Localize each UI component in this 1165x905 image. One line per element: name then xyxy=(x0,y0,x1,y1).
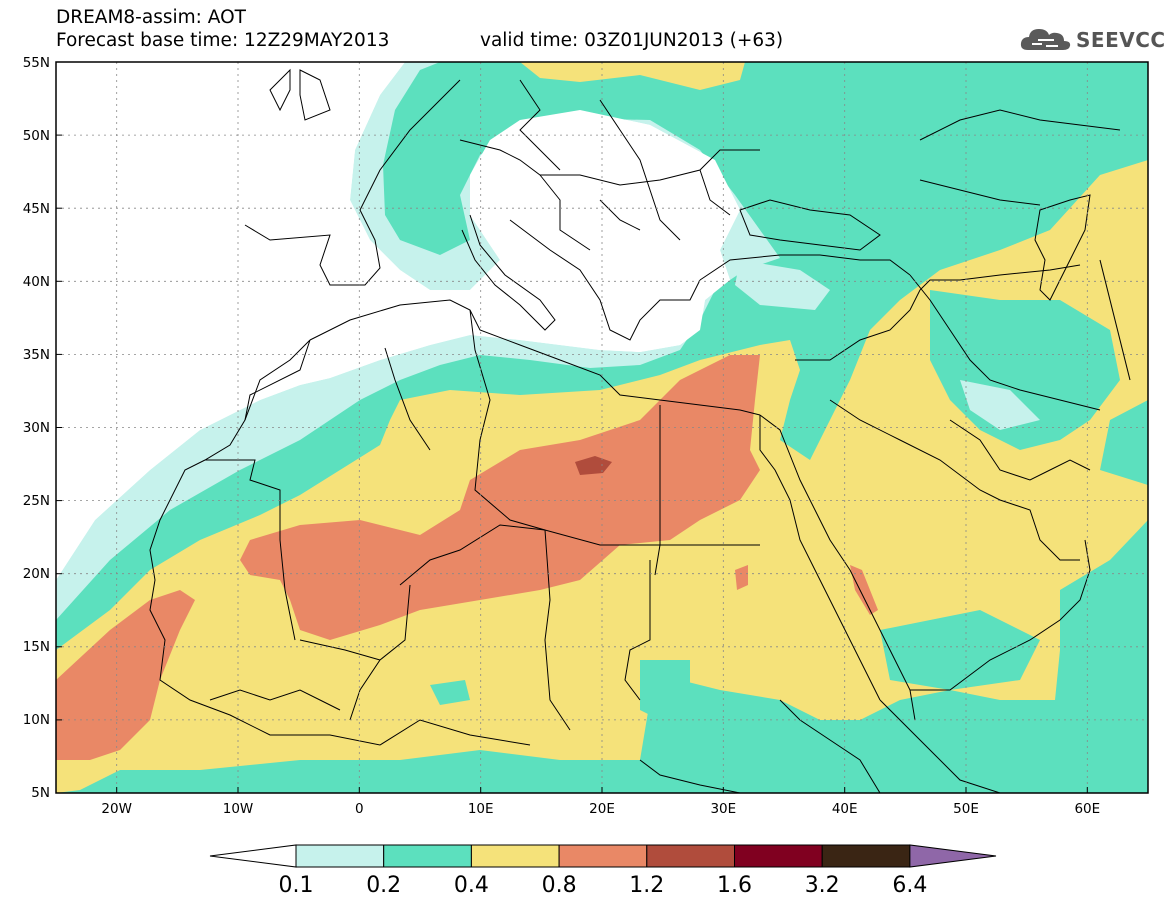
colorbar-label: 0.4 xyxy=(454,873,489,898)
colorbar-swatch-5 xyxy=(734,844,823,868)
seevccc-logo: SEEVCCC xyxy=(1018,24,1165,54)
colorbar-swatch-6 xyxy=(821,844,911,868)
colorbar-label: 1.6 xyxy=(717,873,752,898)
lon-label: 50E xyxy=(953,801,979,817)
lon-label: 30E xyxy=(710,801,736,817)
lon-label: 0 xyxy=(355,801,364,817)
map-title: DREAM8-assim: AOT xyxy=(56,7,246,28)
axis-ticks xyxy=(56,61,1088,794)
colorbar-label: 6.4 xyxy=(892,873,927,898)
logo-text: SEEVCCC xyxy=(1076,28,1165,52)
colorbar-label: 3.2 xyxy=(805,873,840,898)
lat-label: 15N xyxy=(23,639,50,655)
lat-label: 50N xyxy=(23,128,50,144)
colorbar-label: 1.2 xyxy=(629,873,664,898)
aot-band-1.2 xyxy=(575,456,612,475)
aot-band-0.8 xyxy=(240,355,760,640)
colorbar-labels: 0.1 0.2 0.4 0.8 1.2 1.6 3.2 6.4 xyxy=(279,873,928,898)
lon-label: 20E xyxy=(589,801,615,817)
lat-label: 30N xyxy=(23,420,50,436)
lon-label: 20W xyxy=(101,801,132,817)
lon-labels: 20W 10W 0 10E 20E 30E 40E 50E 60E xyxy=(101,801,1100,817)
lat-label: 5N xyxy=(31,785,50,801)
lat-label: 10N xyxy=(23,712,50,728)
country-borders xyxy=(149,68,1131,793)
colorbar-swatch-3 xyxy=(558,844,648,868)
cloud-icon xyxy=(1020,29,1071,50)
colorbar xyxy=(209,844,997,868)
lat-label: 40N xyxy=(23,274,50,290)
lat-label: 35N xyxy=(23,347,50,363)
lat-label: 45N xyxy=(23,201,50,217)
lat-labels: 55N 50N 45N 40N 35N 30N 25N 20N 15N 10N … xyxy=(23,55,50,801)
colorbar-over-triangle xyxy=(909,844,997,868)
valid-time: valid time: 03Z01JUN2013 (+63) xyxy=(480,30,784,51)
lon-label: 60E xyxy=(1074,801,1100,817)
colorbar-under-triangle xyxy=(209,844,297,868)
colorbar-swatch-4 xyxy=(646,844,735,868)
colorbar-label: 0.1 xyxy=(279,873,314,898)
lat-label: 20N xyxy=(23,566,50,582)
colorbar-label: 0.8 xyxy=(542,873,577,898)
forecast-base-time: Forecast base time: 12Z29MAY2013 xyxy=(56,30,390,51)
colorbar-swatch-1 xyxy=(383,844,472,868)
lon-label: 40E xyxy=(832,801,858,817)
lon-label: 10W xyxy=(223,801,254,817)
colorbar-swatch-2 xyxy=(470,844,560,868)
colorbar-swatch-0 xyxy=(295,844,385,868)
map-grid xyxy=(56,62,1148,793)
lat-label: 25N xyxy=(23,493,50,509)
lat-label: 55N xyxy=(23,55,50,71)
lon-label: 10E xyxy=(468,801,494,817)
aot-clear-area xyxy=(56,62,740,580)
colorbar-label: 0.2 xyxy=(366,873,401,898)
